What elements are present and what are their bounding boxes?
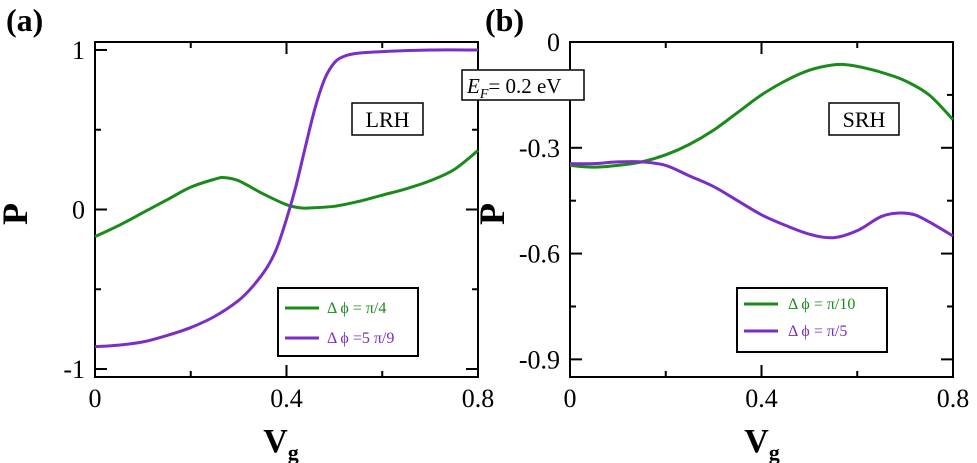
ytick-label: 0 bbox=[72, 196, 85, 225]
panel-b-xlabel: Vg bbox=[744, 423, 780, 463]
panel-b-legend-box bbox=[736, 287, 888, 353]
panel-a-tick-labels: 0 0.4 0.8-101 bbox=[63, 36, 494, 413]
panel-b: (b) 0 0.4 0.8 0 -0.3 -0.6 -0.9 SRH Δ ϕ = π/10 … bbox=[472, 2, 969, 463]
xtick-label: 0 bbox=[89, 384, 102, 413]
panel-b-xlabel-sub: g bbox=[769, 440, 780, 463]
ytick-label: -0.9 bbox=[519, 345, 560, 374]
ef-subscript: F bbox=[479, 87, 489, 102]
panel-a-label: (a) bbox=[6, 2, 43, 38]
panel-b-xlabel-main: V bbox=[744, 423, 769, 460]
panel-a-legend: Δ ϕ = π/4 Δ ϕ =5 π/9 bbox=[277, 287, 419, 357]
ytick-label: -1 bbox=[63, 355, 85, 384]
panel-a-xlabel-main: V bbox=[263, 423, 288, 460]
panel-a: (a) 0 0.4 0.8-101 LRH Δ ϕ = π/4 Δ ϕ =5 π/9… bbox=[0, 2, 494, 463]
ef-box bbox=[461, 69, 585, 101]
panel-a-xlabel-sub: g bbox=[288, 440, 299, 463]
lrh-label: LRH bbox=[366, 107, 410, 132]
panel-b-curves bbox=[569, 62, 955, 240]
panel-a-ylabel: P bbox=[0, 203, 35, 225]
panel-a-legend-box bbox=[277, 287, 419, 357]
ytick-label: 1 bbox=[72, 36, 85, 65]
ytick-label: 0 bbox=[547, 28, 560, 57]
panel-b-box: SRH bbox=[828, 102, 900, 136]
xtick-label: 0.8 bbox=[462, 384, 495, 413]
xtick-label: 0 bbox=[564, 384, 577, 413]
legend-label-b-1: Δ ϕ = π/5 bbox=[788, 323, 847, 340]
ytick-label: -0.3 bbox=[519, 134, 560, 163]
srh-label: SRH bbox=[843, 107, 886, 132]
xtick-label: 0.4 bbox=[270, 384, 303, 413]
ef-symbol: E bbox=[466, 74, 480, 98]
panel-b-label: (b) bbox=[485, 2, 524, 38]
panel-b-tick-labels: 0 0.4 0.8 0 -0.3 -0.6 -0.9 bbox=[519, 28, 969, 413]
panel-a-box: LRH bbox=[351, 102, 424, 136]
legend-label-b-0: Δ ϕ = π/10 bbox=[788, 296, 855, 313]
panel-b-legend: Δ ϕ = π/10 Δ ϕ = π/5 bbox=[736, 287, 888, 353]
series-line-b-1 bbox=[569, 160, 954, 240]
ef-annotation: EF= 0.2 eV bbox=[461, 69, 585, 102]
panel-a-xlabel: Vg bbox=[263, 423, 299, 463]
lrh-box bbox=[351, 102, 424, 136]
panel-a-curves bbox=[94, 48, 479, 349]
series-line-a-1 bbox=[94, 48, 479, 349]
xtick-label: 0.8 bbox=[937, 384, 970, 413]
srh-box bbox=[828, 102, 900, 136]
series-line-a-0 bbox=[94, 149, 479, 238]
panel-b-ticks bbox=[569, 41, 954, 377]
xtick-label: 0.4 bbox=[745, 384, 778, 413]
ef-text: EF= 0.2 eV bbox=[466, 74, 561, 102]
panel-b-ylabel: P bbox=[472, 203, 512, 225]
legend-label-a-1: Δ ϕ =5 π/9 bbox=[327, 330, 394, 347]
ef-value: = 0.2 eV bbox=[488, 74, 561, 98]
ytick-label: -0.6 bbox=[519, 240, 560, 269]
legend-label-a-0: Δ ϕ = π/4 bbox=[327, 300, 386, 317]
